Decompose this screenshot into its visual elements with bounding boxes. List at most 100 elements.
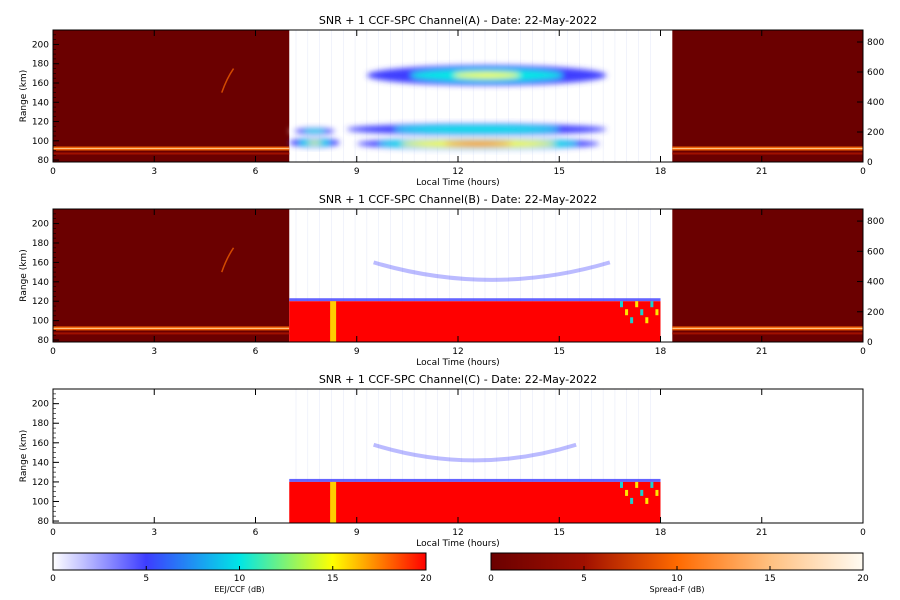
colorbar-tick-label: 20 — [420, 574, 432, 584]
spread-f-block — [672, 209, 863, 342]
eej-ragged-edge — [640, 309, 644, 316]
y2-tick-label: 800 — [867, 38, 884, 48]
ccf-region — [289, 138, 340, 148]
ccf-region — [356, 138, 600, 150]
colorbar-label: Spread-F (dB) — [649, 585, 704, 594]
ccf-contour — [307, 141, 322, 144]
y-tick-label: 100 — [32, 497, 49, 507]
ionogram-trace-echo — [53, 332, 290, 335]
y-tick-label: 200 — [32, 40, 49, 50]
ionogram-trace-core — [53, 147, 290, 150]
x-tick-label: 15 — [554, 347, 565, 357]
y2-tick-label: 400 — [867, 278, 884, 288]
x-tick-label: 18 — [655, 347, 667, 357]
y2-tick-label: 400 — [867, 98, 884, 108]
eej-ragged-edge — [630, 317, 634, 324]
eej-gap — [330, 481, 337, 523]
x-tick-label: 3 — [151, 167, 157, 177]
y-tick-label: 120 — [32, 297, 49, 307]
x-tick-label: 0 — [860, 167, 866, 177]
y2-tick-label: 200 — [867, 308, 884, 318]
y2-tick-label: 800 — [867, 217, 884, 227]
x-axis-label: Local Time (hours) — [416, 178, 499, 188]
spread-f-block — [672, 30, 863, 162]
x-tick-label: 12 — [452, 528, 463, 538]
x-tick-label: 0 — [860, 528, 866, 538]
plume-streak — [221, 68, 235, 93]
plot-area — [53, 209, 863, 342]
y-tick-label: 80 — [38, 517, 50, 527]
x-axis-label: Local Time (hours) — [416, 539, 499, 549]
x-tick-label: 3 — [151, 347, 157, 357]
panel-title: SNR + 1 CCF-SPC Channel(A) - Date: 22-Ma… — [319, 14, 597, 27]
y-tick-label: 140 — [32, 278, 49, 288]
colorbar-tick-label: 20 — [857, 574, 869, 584]
faint-arc — [373, 260, 611, 282]
x-tick-label: 6 — [253, 347, 259, 357]
y-tick-label: 120 — [32, 478, 49, 488]
x-tick-label: 0 — [50, 528, 56, 538]
y2-tick-label: 0 — [867, 158, 873, 168]
ionogram-trace-echo — [672, 152, 863, 155]
y-tick-label: 180 — [32, 239, 49, 249]
y-tick-label: 180 — [32, 60, 49, 70]
ccf-contour — [440, 127, 513, 131]
ionogram-trace-core — [672, 147, 863, 150]
colorbar-tick-label: 10 — [234, 574, 246, 584]
x-tick-label: 0 — [50, 347, 56, 357]
y2-tick-label: 0 — [867, 338, 873, 348]
plot-area — [53, 30, 863, 162]
ionogram-trace-core — [53, 327, 290, 330]
ccf-region — [366, 65, 607, 86]
ccf-region — [346, 123, 607, 135]
x-axis-label: Local Time (hours) — [416, 358, 499, 368]
eej-ragged-edge — [620, 481, 623, 488]
x-tick-label: 3 — [151, 528, 157, 538]
x-tick-label: 18 — [655, 528, 667, 538]
eej-ragged-edge — [645, 497, 649, 504]
eej-ragged-edge — [630, 497, 634, 504]
eej-ragged-edge — [640, 489, 644, 496]
colorbar-tick-label: 15 — [764, 574, 775, 584]
eej-ragged-edge — [635, 301, 639, 308]
colorbar-label: EEJ/CCF (dB) — [214, 585, 264, 594]
y-tick-label: 160 — [32, 79, 49, 89]
eej-ragged-edge — [620, 301, 623, 308]
colorbar-tick-label: 5 — [581, 574, 587, 584]
y-axis-label: Range (km) — [19, 70, 29, 122]
plume-streak — [221, 247, 235, 273]
x-tick-label: 12 — [452, 347, 463, 357]
colorbar-tick-label: 0 — [488, 574, 494, 584]
x-tick-label: 12 — [452, 167, 463, 177]
y-axis-label: Range (km) — [19, 249, 29, 301]
x-tick-label: 9 — [354, 347, 360, 357]
eej-ragged-edge — [655, 489, 659, 496]
y2-tick-label: 200 — [867, 128, 884, 138]
y-tick-label: 180 — [32, 419, 49, 429]
y-tick-label: 120 — [32, 118, 49, 128]
eej-gap — [330, 301, 337, 342]
x-tick-label: 6 — [253, 528, 259, 538]
x-tick-label: 0 — [860, 347, 866, 357]
colorbar-tick-label: 10 — [671, 574, 683, 584]
eej-band-edge — [289, 478, 661, 482]
x-tick-label: 18 — [655, 167, 667, 177]
x-tick-label: 21 — [756, 347, 767, 357]
eej-ragged-edge — [625, 309, 629, 316]
plot-area — [53, 389, 863, 523]
x-tick-label: 9 — [354, 528, 360, 538]
colorbar-tick-label: 5 — [143, 574, 149, 584]
eej-ragged-edge — [655, 309, 659, 316]
ionogram-trace-echo — [672, 332, 863, 335]
eej-ragged-edge — [625, 489, 629, 496]
colorbar-2: 0 5 10 15 20 Spread-F (dB) — [488, 552, 869, 594]
panel-title: SNR + 1 CCF-SPC Channel(C) - Date: 22-Ma… — [319, 373, 597, 386]
eej-band — [289, 301, 661, 342]
eej-ragged-edge — [650, 481, 654, 488]
ccf-contour — [453, 72, 521, 79]
eej-ragged-edge — [635, 481, 639, 488]
y-tick-label: 80 — [38, 156, 50, 166]
ccf-region — [289, 126, 340, 136]
y-tick-label: 100 — [32, 137, 49, 147]
y-tick-label: 140 — [32, 98, 49, 108]
